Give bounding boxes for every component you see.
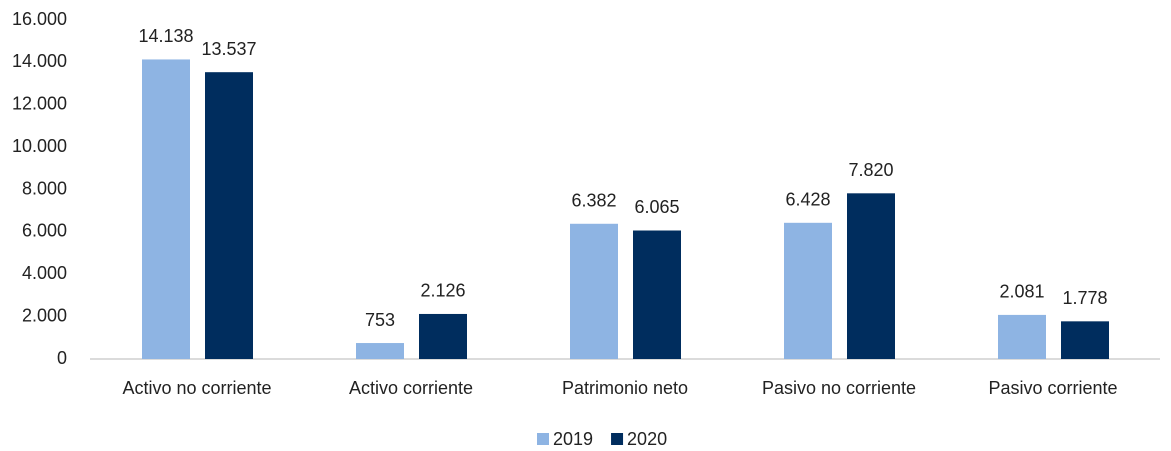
value-label: 6.382: [571, 191, 616, 211]
value-label: 6.065: [634, 197, 679, 217]
x-tick-label: Activo corriente: [349, 378, 473, 398]
bar: [419, 313, 467, 359]
bar: [142, 59, 190, 360]
x-tick-label: Pasivo corriente: [988, 378, 1117, 398]
y-tick-label: 2.000: [22, 305, 67, 325]
y-tick-label: 10.000: [12, 136, 67, 156]
bar: [356, 343, 404, 359]
y-tick-label: 14.000: [12, 51, 67, 71]
legend-swatch: [611, 433, 624, 445]
x-tick-label: Pasivo no corriente: [762, 378, 916, 398]
value-label: 7.820: [848, 160, 893, 180]
value-label: 13.537: [201, 39, 256, 59]
y-tick-label: 0: [57, 348, 67, 368]
y-tick-label: 8.000: [22, 178, 67, 198]
bar: [205, 72, 253, 359]
value-label: 2.126: [420, 281, 465, 301]
value-label: 2.081: [999, 282, 1044, 302]
y-tick-label: 6.000: [22, 221, 67, 241]
bar: [847, 193, 895, 359]
x-tick-label: Activo no corriente: [122, 378, 271, 398]
y-tick-label: 4.000: [22, 263, 67, 283]
legend-label: 2020: [627, 429, 667, 449]
value-label: 753: [365, 310, 395, 330]
value-label: 6.428: [785, 190, 830, 210]
x-tick-label: Patrimonio neto: [562, 378, 688, 398]
legend-label: 2019: [553, 429, 593, 449]
legend-swatch: [537, 433, 549, 445]
value-label: 14.138: [138, 26, 193, 46]
value-label: 1.778: [1062, 288, 1107, 308]
bar: [633, 230, 681, 359]
bar: [998, 314, 1046, 359]
y-tick-label: 12.000: [12, 94, 67, 114]
bar: [570, 223, 618, 359]
y-tick-label: 16.000: [12, 9, 67, 29]
bar: [784, 222, 832, 359]
bar: [1061, 321, 1109, 359]
